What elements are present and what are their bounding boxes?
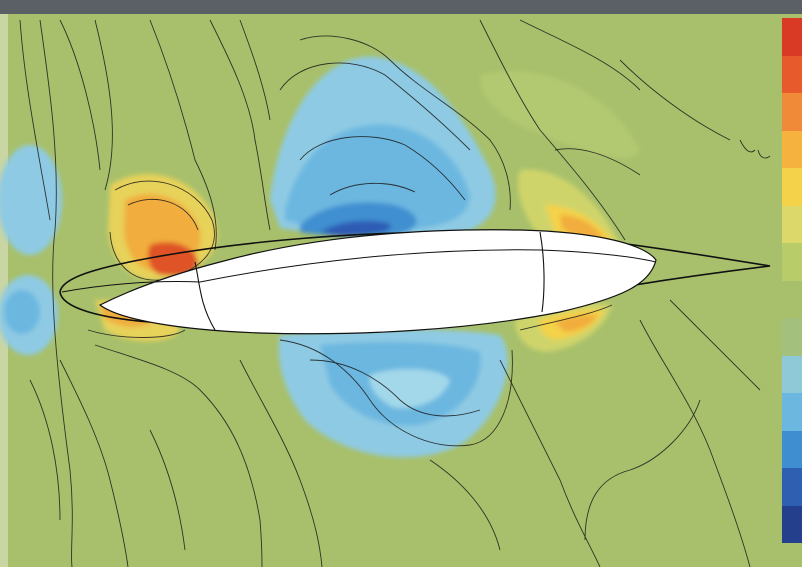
left-lower-blue-core [4, 290, 40, 334]
top-band [0, 0, 802, 14]
colorbar-segment [782, 93, 802, 131]
colorbar [782, 18, 802, 543]
upper-left-red-core [148, 242, 198, 276]
body-shape [98, 229, 657, 335]
colorbar-segment [782, 505, 802, 543]
body-nose-line [61, 281, 201, 293]
colorbar-segment [782, 205, 802, 243]
contour-lines [19, 19, 771, 567]
colorbar-segment [782, 280, 802, 318]
colorbar-segment [782, 168, 802, 206]
upper-right-faint-halo [479, 71, 640, 159]
colorbar-segment [782, 430, 802, 468]
colorbar-segment [782, 18, 802, 56]
colorbar-segment [782, 468, 802, 506]
left-upper-blue-lobe [0, 145, 62, 255]
colorbar-segment [782, 130, 802, 168]
body-centerline [199, 249, 657, 283]
upper-center-blue-core [320, 220, 391, 236]
colorbar-segment [782, 355, 802, 393]
upper-center-blue-mid [285, 124, 470, 230]
body-section-line-left [194, 261, 216, 331]
colorbar-segment [782, 318, 802, 356]
left-strip [0, 14, 8, 567]
colorbar-segment [782, 393, 802, 431]
lower-center-blue-pale [369, 368, 450, 409]
body-section-line-right [539, 231, 545, 313]
colorbar-segment [782, 243, 802, 281]
colorbar-segment [782, 55, 802, 93]
